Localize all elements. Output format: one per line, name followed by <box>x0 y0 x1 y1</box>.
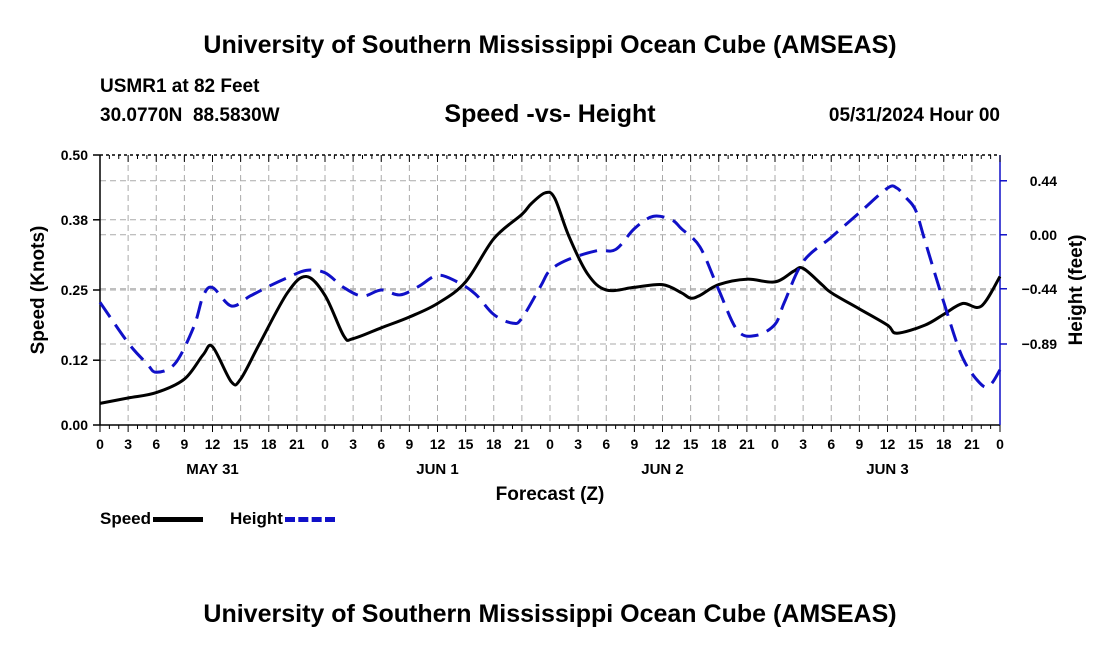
x-tick-label: 12 <box>880 436 896 452</box>
y-tick-label: 0.12 <box>61 352 88 368</box>
forecast-datetime: 05/31/2024 Hour 00 <box>828 105 1000 126</box>
x-tick-label: 9 <box>405 436 413 452</box>
x-tick-label: 3 <box>124 436 132 452</box>
x-tick-label: 12 <box>430 436 446 452</box>
coordinates-label: 30.0770N 88.5830W <box>100 105 280 126</box>
legend-speed-swatch <box>153 516 204 522</box>
x-tick-label: 21 <box>514 436 530 452</box>
x-tick-label: 0 <box>321 436 329 452</box>
y-tick-label: 0.38 <box>61 212 88 228</box>
x-tick-label: 18 <box>936 436 952 452</box>
date-label: JUN 2 <box>641 461 684 478</box>
x-tick-label: 18 <box>486 436 502 452</box>
station-label: USMR1 at 82 Feet <box>100 76 260 97</box>
y-tick-label: 0.00 <box>61 417 88 433</box>
x-tick-label: 6 <box>377 436 385 452</box>
x-tick-label: 0 <box>996 436 1004 452</box>
x-tick-label: 3 <box>349 436 357 452</box>
y2-tick-label: 0.00 <box>1030 227 1057 243</box>
x-tick-label: 3 <box>574 436 582 452</box>
x-tick-label: 18 <box>711 436 727 452</box>
y-tick-label: 0.25 <box>61 282 88 298</box>
x-tick-label: 0 <box>96 436 104 452</box>
x-tick-label: 0 <box>771 436 779 452</box>
x-tick-label: 6 <box>602 436 610 452</box>
main-title: University of Southern Mississippi Ocean… <box>203 31 897 59</box>
date-label: JUN 1 <box>416 461 459 478</box>
y2-tick-label: −0.44 <box>1022 281 1058 297</box>
x-tick-label: 21 <box>964 436 980 452</box>
height-series-line <box>98 184 1002 389</box>
date-label: JUN 3 <box>866 461 909 478</box>
y-axis-title: Speed (Knots) <box>28 226 49 355</box>
x-tick-label: 9 <box>630 436 638 452</box>
x-tick-label: 0 <box>546 436 554 452</box>
x-tick-label: 15 <box>908 436 924 452</box>
x-tick-label: 6 <box>152 436 160 452</box>
date-label: MAY 31 <box>186 461 239 478</box>
x-tick-label: 9 <box>180 436 188 452</box>
legend-height-label: Height <box>230 509 283 528</box>
y2-tick-label: −0.89 <box>1022 336 1058 352</box>
legend-speed-label: Speed <box>100 509 152 528</box>
footer-title: University of Southern Mississippi Ocean… <box>203 600 897 628</box>
x-tick-label: 21 <box>739 436 755 452</box>
x-tick-label: 15 <box>233 436 249 452</box>
x-tick-label: 21 <box>289 436 305 452</box>
x-axis-title: Forecast (Z) <box>496 484 605 505</box>
x-tick-label: 12 <box>655 436 671 452</box>
x-tick-label: 18 <box>261 436 277 452</box>
legend-height-swatch <box>284 516 335 522</box>
x-tick-label: 15 <box>683 436 699 452</box>
x-tick-label: 9 <box>855 436 863 452</box>
x-tick-label: 12 <box>205 436 221 452</box>
speed-series-line <box>99 190 1002 405</box>
legend-speed: Speed <box>100 509 204 529</box>
x-tick-label: 6 <box>827 436 835 452</box>
chart-title: Speed -vs- Height <box>444 100 656 128</box>
y2-axis-title: Height (feet) <box>1066 235 1087 346</box>
x-tick-label: 3 <box>799 436 807 452</box>
y2-tick-label: 0.44 <box>1030 173 1057 189</box>
x-tick-label: 15 <box>458 436 474 452</box>
legend-height: Height <box>230 509 335 529</box>
y-tick-label: 0.50 <box>61 147 88 163</box>
